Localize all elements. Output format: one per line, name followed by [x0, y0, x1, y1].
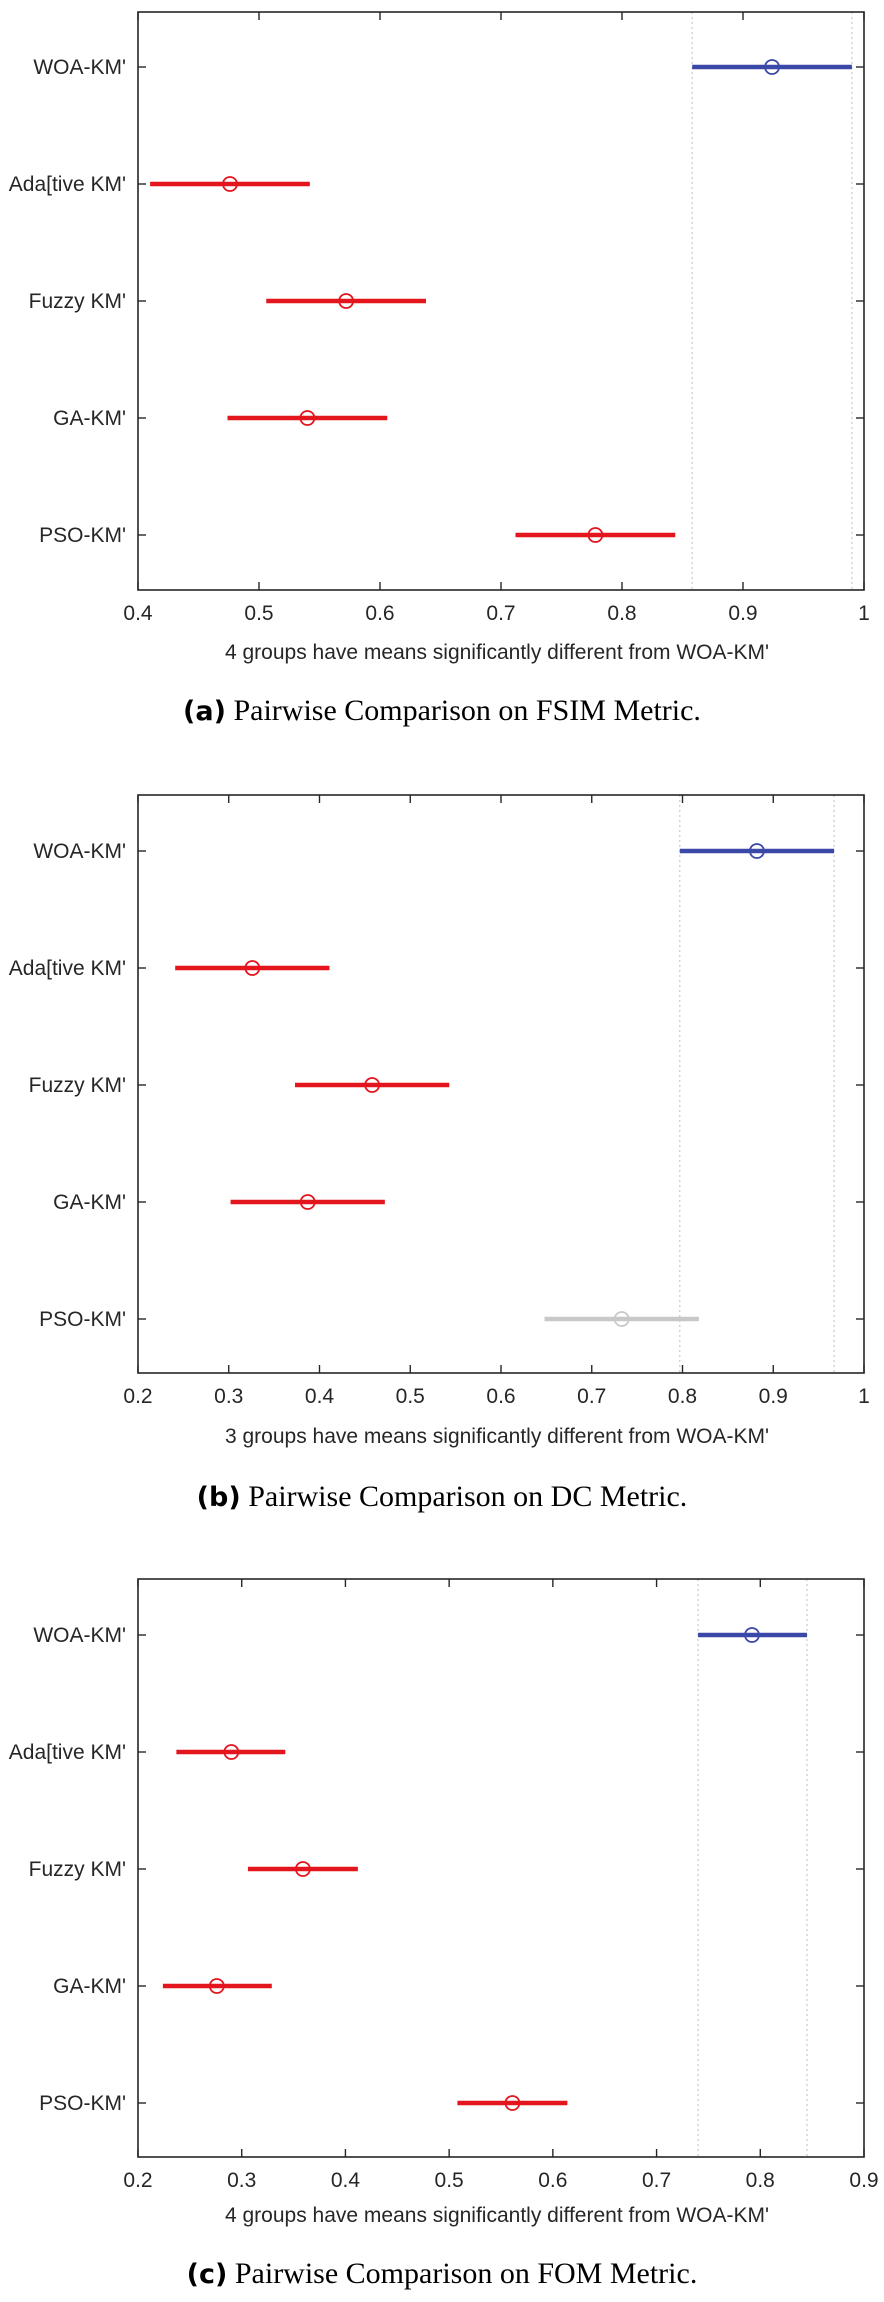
panel-b-mean-marker-4 — [613, 1311, 630, 1327]
panel-b-mean-marker-2 — [364, 1077, 381, 1093]
panel-a-ytick-label-0: WOA-KM' — [33, 56, 126, 79]
panel-b-xlabel: 3 groups have means significantly differ… — [225, 1425, 769, 1448]
panel-a-xlabel: 4 groups have means significantly differ… — [225, 641, 769, 664]
panel-c-axes-box — [137, 1578, 865, 2158]
panel-b-xtick-label-8: 1 — [858, 1385, 870, 1408]
panel-c-xtick-label-5: 0.7 — [642, 2169, 671, 2192]
panel-c-xtick-label-0: 0.2 — [123, 2169, 152, 2192]
panel-a-ytick-label-4: PSO-KM' — [39, 524, 126, 547]
panel-c-xtick-label-1: 0.3 — [227, 2169, 256, 2192]
caption-b-text: Pairwise Comparison on DC Metric. — [248, 1480, 688, 1513]
panel-a-ytick-label-3: GA-KM' — [53, 407, 126, 430]
panel-a-xtick-label-5: 0.9 — [728, 602, 757, 625]
caption-c-tag: (c) — [186, 2259, 228, 2290]
panel-a-mean-marker-0 — [764, 59, 780, 75]
panel-c-xtick-label-4: 0.6 — [538, 2169, 567, 2192]
panel-b-xtick-label-3: 0.5 — [396, 1385, 425, 1408]
panel-b-xtick-label-7: 0.9 — [759, 1385, 788, 1408]
caption-c: (c) Pairwise Comparison on FOM Metric. — [0, 2257, 884, 2291]
panel-a-xtick-label-6: 1 — [858, 602, 870, 625]
caption-a-text: Pairwise Comparison on FSIM Metric. — [233, 694, 701, 727]
panel-c-ytick-label-1: Ada[tive KM' — [9, 1741, 126, 1764]
panel-b-ytick-label-4: PSO-KM' — [39, 1308, 126, 1331]
panel-b-mean-marker-1 — [244, 960, 261, 976]
panel-b-axes-box — [137, 794, 865, 1374]
panel-b-mean-marker-0 — [749, 843, 765, 859]
panel-a-xtick-label-0: 0.4 — [123, 602, 153, 625]
panel-c-ytick-label-0: WOA-KM' — [33, 1624, 126, 1647]
panel-c-ytick-label-3: GA-KM' — [53, 1975, 126, 1998]
panel-b-ytick-label-0: WOA-KM' — [33, 840, 126, 863]
panel-c-xlabel: 4 groups have means significantly differ… — [225, 2204, 769, 2227]
panel-a-mean-marker-4 — [587, 527, 604, 543]
panel-a-mean-marker-3 — [299, 410, 316, 426]
panel-b-xtick-label-4: 0.6 — [486, 1385, 515, 1408]
panel-c-mean-marker-0 — [744, 1627, 760, 1643]
panel-a-axes-box — [137, 11, 865, 591]
panel-c-xtick-label-3: 0.5 — [435, 2169, 464, 2192]
panel-a-mean-marker-1 — [222, 176, 238, 192]
panel-c-mean-marker-3 — [208, 1978, 225, 1994]
panel-b-xtick-label-0: 0.2 — [123, 1385, 152, 1408]
panel-c-ytick-label-2: Fuzzy KM' — [29, 1858, 126, 1881]
caption-b: (b) Pairwise Comparison on DC Metric. — [0, 1480, 884, 1514]
panel-a-xtick-label-1: 0.5 — [244, 602, 273, 625]
panel-b-xtick-label-2: 0.4 — [305, 1385, 335, 1408]
panel-a-xtick-label-4: 0.8 — [607, 602, 636, 625]
panel-c-mean-marker-1 — [223, 1744, 240, 1760]
panel-b-ytick-label-2: Fuzzy KM' — [29, 1074, 126, 1097]
panel-c-mean-marker-4 — [504, 2095, 521, 2111]
caption-b-tag: (b) — [196, 1482, 241, 1513]
panel-b-ytick-label-1: Ada[tive KM' — [9, 957, 126, 980]
caption-c-text: Pairwise Comparison on FOM Metric. — [234, 2257, 698, 2290]
panel-b-xtick-label-5: 0.7 — [577, 1385, 606, 1408]
caption-a: (a) Pairwise Comparison on FSIM Metric. — [0, 694, 884, 728]
panel-a-xtick-label-2: 0.6 — [365, 602, 394, 625]
panel-a-xtick-label-3: 0.7 — [486, 602, 515, 625]
panel-c-xtick-label-2: 0.4 — [331, 2169, 361, 2192]
panel-a-mean-marker-2 — [338, 293, 355, 309]
panel-a-ytick-label-1: Ada[tive KM' — [9, 173, 126, 196]
panel-c-mean-marker-2 — [295, 1861, 311, 1877]
panel-b-xtick-label-1: 0.3 — [214, 1385, 243, 1408]
panel-b-mean-marker-3 — [299, 1194, 316, 1210]
panel-a-ytick-label-2: Fuzzy KM' — [29, 290, 126, 313]
panel-c-ytick-label-4: PSO-KM' — [39, 2092, 126, 2115]
panel-c-xtick-label-7: 0.9 — [849, 2169, 878, 2192]
caption-a-tag: (a) — [183, 696, 226, 727]
panel-b-xtick-label-6: 0.8 — [668, 1385, 697, 1408]
panel-c-xtick-label-6: 0.8 — [746, 2169, 775, 2192]
panel-b-ytick-label-3: GA-KM' — [53, 1191, 126, 1214]
